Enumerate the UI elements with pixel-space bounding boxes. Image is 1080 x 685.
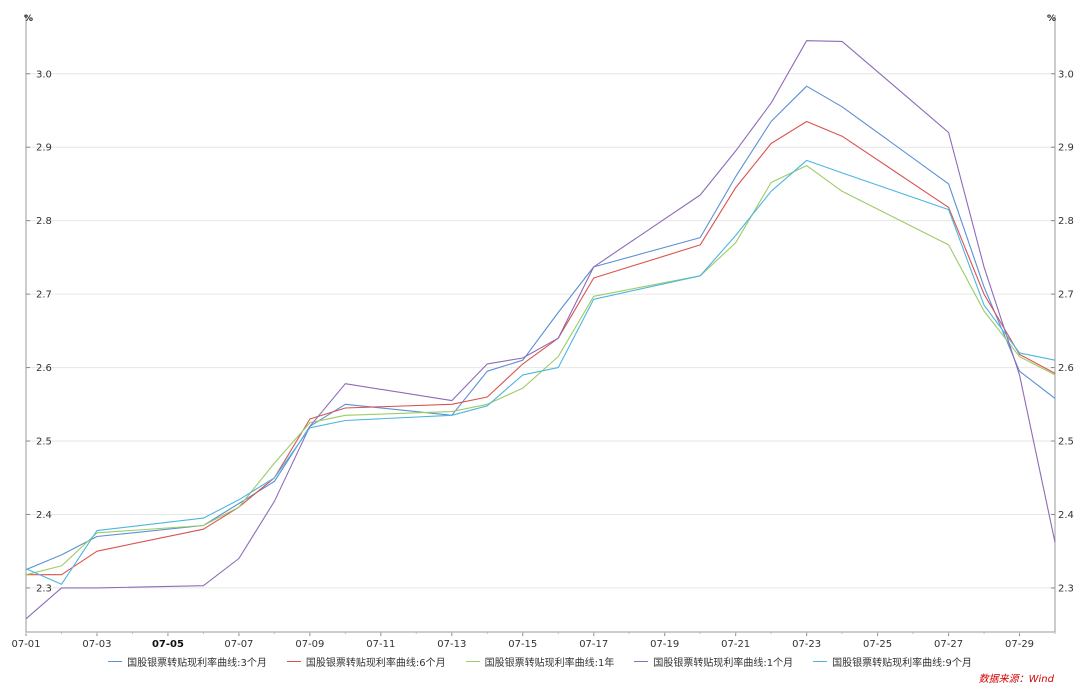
- y-tick-label-right: 2.6: [1058, 363, 1074, 374]
- y-tick-label-right: 2.5: [1058, 437, 1074, 448]
- y-tick-label-right: 2.9: [1058, 143, 1074, 154]
- axes: [25, 15, 1056, 636]
- y-tick-label-right: 2.7: [1058, 290, 1074, 301]
- y-tick-label-right: 2.4: [1058, 510, 1074, 521]
- legend-swatch-9m: [813, 660, 828, 662]
- x-tick-label: 07-23: [792, 639, 821, 650]
- legend-item-1y[interactable]: 国股银票转贴现利率曲线:1年: [465, 654, 615, 669]
- x-tick-label: 07-25: [863, 639, 892, 650]
- series-line-2: [25, 165, 1056, 576]
- y-tick-label-left: 2.9: [36, 143, 52, 154]
- series-lines: [25, 40, 1056, 620]
- series-line-4: [25, 159, 1056, 585]
- x-tick-label: 07-21: [721, 639, 750, 650]
- legend-item-1m[interactable]: 国股银票转贴现利率曲线:1个月: [634, 654, 793, 669]
- x-tick-label: 07-27: [934, 639, 963, 650]
- series-line-3: [25, 40, 1056, 620]
- y-tick-label-right: 3.0: [1058, 69, 1074, 80]
- legend-swatch-1y: [465, 660, 480, 662]
- x-tick-label: 07-01: [11, 639, 40, 650]
- x-tick-label: 07-09: [295, 639, 324, 650]
- legend-item-3m[interactable]: 国股银票转贴现利率曲线:3个月: [108, 654, 267, 669]
- axis-labels: 2.3 2.3 2.4 2.4 2.5 2.5 2.6 2.6 2.7 2.7 2.8 2.8 2.9 2…: [11, 14, 1073, 650]
- legend-label-9m: 国股银票转贴现利率曲线:9个月: [832, 657, 972, 669]
- x-tick-label: 07-11: [366, 639, 395, 650]
- x-tick-label: 07-17: [579, 639, 608, 650]
- y-tick-label-left: 2.8: [36, 216, 52, 227]
- legend-item-6m[interactable]: 国股银票转贴现利率曲线:6个月: [286, 654, 446, 669]
- y-tick-label-left: 2.5: [36, 437, 52, 448]
- y-tick-label-left: 2.7: [36, 290, 52, 301]
- x-tick-label: 07-03: [82, 639, 111, 650]
- legend-swatch-6m: [286, 660, 301, 662]
- x-tick-label: 07-07: [224, 639, 253, 650]
- grid-lines: [26, 73, 1055, 589]
- chart-canvas: 2.3 2.3 2.4 2.4 2.5 2.5 2.6 2.6 2.7 2.7 2.8 2.8 2.9 2…: [11, 14, 1073, 650]
- legend: 国股银票转贴现利率曲线:3个月 国股银票转贴现利率曲线:6个月 国股银票转贴现利…: [0, 650, 1080, 672]
- legend-item-9m[interactable]: 国股银票转贴现利率曲线:9个月: [813, 654, 972, 669]
- x-tick-label: 07-19: [650, 639, 679, 650]
- y-tick-label-left: 2.6: [36, 363, 52, 374]
- legend-label-6m: 国股银票转贴现利率曲线:6个月: [305, 657, 446, 669]
- series-line-0: [25, 85, 1056, 571]
- legend-label-1m: 国股银票转贴现利率曲线:1个月: [653, 657, 794, 669]
- y-unit-right: %: [1047, 14, 1056, 24]
- data-source-label: 数据来源：Wind: [978, 674, 1054, 685]
- legend-label-1y: 国股银票转贴现利率曲线:1年: [484, 657, 615, 669]
- y-tick-label-right: 2.8: [1058, 216, 1074, 227]
- series-line-1: [26, 120, 1056, 576]
- y-tick-label-left: 2.3: [36, 583, 52, 594]
- y-tick-label-left: 3.0: [36, 69, 52, 80]
- legend-label-3m: 国股银票转贴现利率曲线:3个月: [127, 657, 267, 669]
- x-tick-label: 07-13: [437, 639, 466, 650]
- x-tick-label: 07-29: [1005, 639, 1034, 650]
- legend-swatch-1m: [634, 660, 649, 662]
- y-tick-label-left: 2.4: [36, 510, 52, 521]
- x-tick-label: 07-15: [508, 639, 537, 650]
- legend-swatch-3m: [108, 660, 123, 662]
- y-tick-label-right: 2.3: [1058, 583, 1074, 594]
- x-tick-label: 07-05: [152, 639, 184, 650]
- y-unit-left: %: [24, 14, 33, 24]
